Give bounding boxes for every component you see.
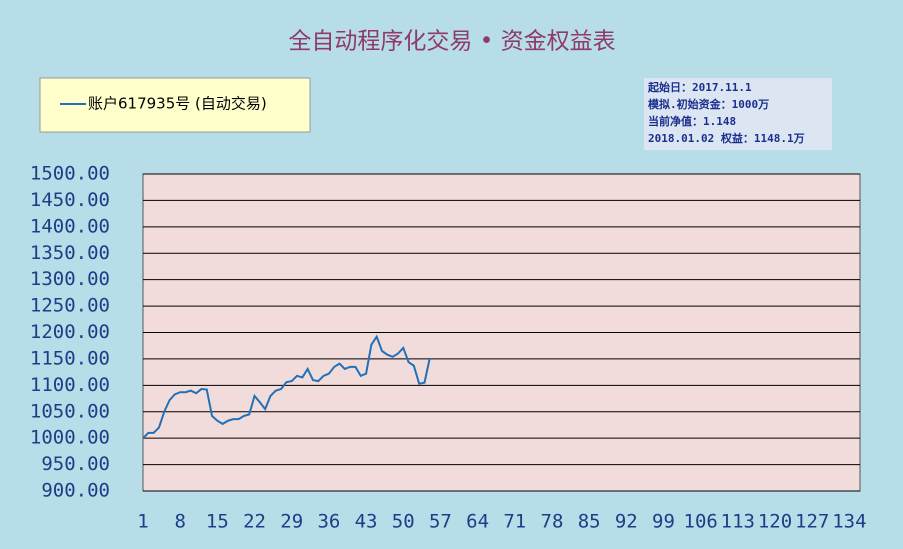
x-tick-label: 64 [466,511,489,533]
y-tick-label: 1450.00 [30,189,110,211]
x-tick-label: 78 [541,511,564,533]
y-tick-label: 1100.00 [30,374,110,396]
info-line: 2018.01.02 权益：1148.1万 [648,131,805,145]
x-tick-label: 43 [355,511,378,533]
x-tick-label: 29 [280,511,303,533]
legend-label: 账户617935号 (自动交易) [88,95,267,113]
x-tick-label: 92 [615,511,638,533]
y-tick-label: 950.00 [41,453,110,475]
x-tick-label: 127 [795,511,829,533]
info-line: 当前净值：1.148 [648,114,736,128]
x-tick-label: 1 [137,511,148,533]
info-line: 起始日：2017.11.1 [647,80,752,94]
x-tick-label: 22 [243,511,266,533]
x-tick-label: 99 [652,511,675,533]
x-tick-label: 134 [832,511,866,533]
y-tick-label: 1350.00 [30,242,110,264]
x-tick-label: 15 [206,511,229,533]
y-tick-label: 1400.00 [30,215,110,237]
y-tick-label: 1000.00 [30,427,110,449]
y-tick-label: 1300.00 [30,268,110,290]
series-line [142,334,431,439]
x-tick-label: 113 [721,511,755,533]
y-tick-label: 1200.00 [30,321,110,343]
x-tick-label: 8 [174,511,185,533]
chart-title: 全自动程序化交易 • 资金权益表 [288,29,615,55]
y-tick-label: 1150.00 [30,347,110,369]
y-tick-label: 1500.00 [30,163,110,185]
x-tick-label: 50 [392,511,415,533]
x-tick-label: 85 [578,511,601,533]
x-tick-label: 106 [684,511,718,533]
y-tick-label: 900.00 [41,480,110,502]
x-tick-label: 36 [317,511,340,533]
y-tick-label: 1050.00 [30,400,110,422]
info-line: 模拟.初始资金：1000万 [648,97,769,111]
x-tick-label: 71 [503,511,526,533]
y-tick-label: 1250.00 [30,295,110,317]
info-box [644,78,832,150]
x-tick-label: 120 [758,511,792,533]
x-tick-label: 57 [429,511,452,533]
